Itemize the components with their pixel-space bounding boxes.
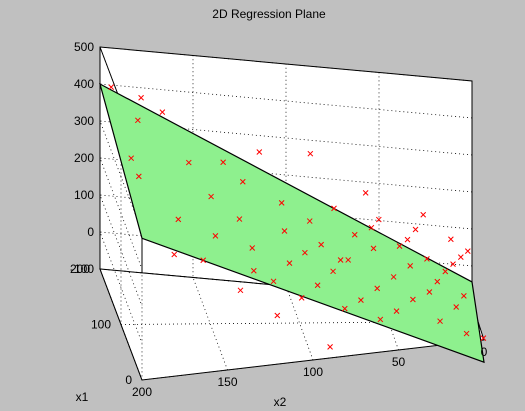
data-point	[464, 248, 471, 254]
data-point	[404, 236, 411, 243]
z-tick-label: 0	[87, 225, 94, 239]
x2-axis-label: x2	[274, 395, 287, 409]
data-point	[250, 267, 257, 274]
data-point	[434, 278, 441, 285]
data-point	[437, 318, 443, 325]
data-point	[420, 211, 427, 218]
data-point	[327, 344, 333, 350]
x1-tick-label: 200	[70, 262, 90, 276]
data-point	[345, 257, 352, 263]
data-point	[377, 316, 384, 323]
data-point	[135, 173, 142, 180]
data-point	[237, 287, 244, 294]
z-grid-line	[99, 157, 473, 270]
data-point	[134, 117, 141, 124]
z-tick-label: -100	[70, 262, 94, 276]
data-point	[341, 305, 348, 312]
data-point	[286, 260, 293, 266]
x1-tick-label: 100	[91, 318, 111, 332]
data-point	[220, 159, 227, 166]
data-point	[212, 233, 219, 239]
data-point	[426, 289, 433, 295]
z-tick-label: 500	[74, 40, 94, 54]
z-tick-label: 300	[74, 114, 94, 128]
data-point	[412, 226, 419, 233]
data-point	[480, 335, 487, 342]
data-point	[159, 109, 166, 115]
data-point	[270, 278, 277, 285]
data-point	[278, 200, 285, 206]
data-point	[256, 149, 263, 155]
z-grid-line	[99, 120, 473, 233]
x2-tick-label: 0	[481, 345, 488, 359]
data-point	[407, 263, 414, 269]
data-point	[337, 257, 344, 263]
data-point	[306, 218, 313, 224]
data-point	[463, 330, 470, 337]
data-point	[318, 241, 325, 248]
data-point	[351, 231, 358, 238]
data-point	[302, 249, 308, 256]
data-point	[171, 251, 178, 258]
z-tick-label: 100	[74, 188, 94, 202]
data-point	[314, 282, 321, 289]
data-points-layer	[108, 84, 487, 350]
x2-tick-label: 150	[217, 375, 237, 389]
data-point	[128, 155, 135, 162]
data-point	[457, 254, 464, 260]
data-point	[281, 228, 288, 234]
x2-tick-label: 50	[392, 355, 406, 369]
x2-grid-line	[192, 55, 228, 371]
x1-axis-label: x1	[76, 390, 89, 404]
data-point	[330, 268, 336, 275]
x2-grid-line	[471, 81, 485, 341]
data-point	[200, 257, 207, 264]
data-point	[307, 150, 314, 157]
data-point	[374, 285, 381, 292]
data-point	[138, 94, 144, 101]
data-point	[393, 308, 400, 315]
data-point	[208, 193, 214, 200]
data-point	[448, 236, 454, 243]
data-point	[298, 295, 305, 301]
data-point	[249, 245, 256, 251]
data-point	[390, 274, 397, 280]
data-point	[370, 245, 377, 252]
data-point	[410, 296, 416, 303]
data-point	[175, 216, 182, 223]
data-point	[375, 216, 382, 223]
x2-tick-label: 200	[132, 385, 152, 399]
data-point	[362, 190, 369, 196]
x2-tick-label: 100	[303, 365, 323, 379]
data-point	[239, 178, 246, 185]
data-point	[108, 84, 115, 90]
data-point	[453, 304, 460, 310]
data-point	[442, 268, 449, 275]
chart-title: 2D Regression Plane	[212, 7, 326, 21]
x1-tick-label: 0	[125, 373, 132, 387]
data-point	[236, 216, 243, 222]
data-point	[185, 159, 192, 166]
data-point	[331, 205, 337, 212]
data-point	[461, 292, 467, 299]
data-point	[368, 224, 375, 231]
z-tick-label: 200	[74, 151, 94, 165]
regression-plane-layer	[99, 82, 485, 364]
data-point	[424, 256, 430, 262]
data-point	[450, 261, 456, 267]
data-point	[358, 297, 364, 304]
data-point	[274, 312, 281, 319]
z-tick-label: 400	[74, 77, 94, 91]
data-point	[396, 243, 403, 249]
regression-plane	[99, 82, 485, 364]
